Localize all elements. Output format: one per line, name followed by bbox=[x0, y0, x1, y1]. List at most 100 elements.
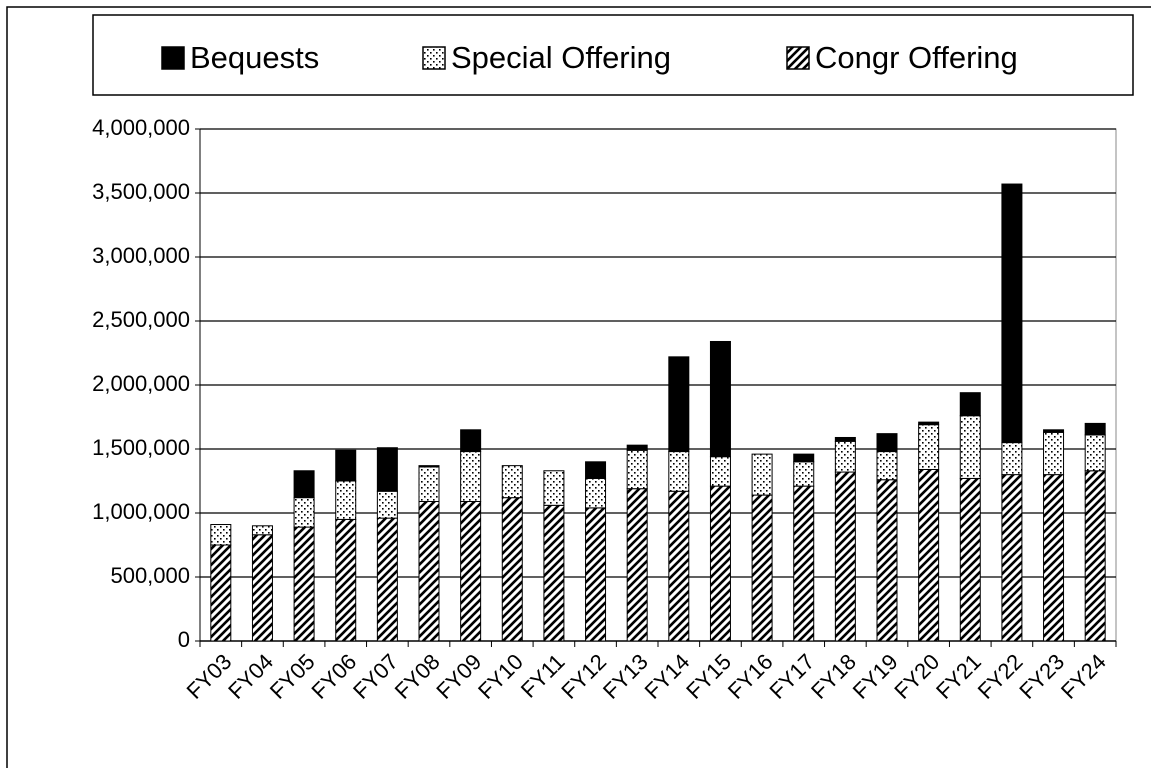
bar-segment bbox=[543, 470, 565, 506]
x-tick-label: FY03 bbox=[182, 649, 237, 704]
bar-segment bbox=[251, 534, 273, 642]
bar-segment bbox=[210, 544, 232, 642]
x-tick-label: FY04 bbox=[223, 649, 278, 704]
bar-segment bbox=[1001, 474, 1023, 642]
bar-segment bbox=[1001, 442, 1023, 476]
x-tick-label: FY08 bbox=[390, 649, 445, 704]
x-tick-label: FY15 bbox=[681, 649, 736, 704]
x-tick-label: FY05 bbox=[265, 649, 320, 704]
legend-swatch bbox=[422, 46, 446, 70]
bar-segment bbox=[834, 440, 856, 473]
x-tick-label: FY19 bbox=[848, 649, 903, 704]
bar-segment bbox=[210, 524, 232, 546]
y-tick-label: 1,000,000 bbox=[92, 499, 190, 524]
bar-segment bbox=[668, 490, 690, 642]
x-tick-label: FY24 bbox=[1056, 649, 1111, 704]
y-tick-label: 4,000,000 bbox=[92, 115, 190, 140]
bar-segment bbox=[1043, 474, 1065, 642]
x-tick-label: FY20 bbox=[889, 649, 944, 704]
bar-segment bbox=[460, 451, 482, 502]
bar-segment bbox=[668, 356, 690, 453]
bar-segment bbox=[918, 468, 940, 642]
bar-segment bbox=[460, 500, 482, 642]
x-tick-label: FY13 bbox=[598, 649, 653, 704]
frame bbox=[6, 6, 1151, 768]
y-tick-label: 2,500,000 bbox=[92, 307, 190, 332]
x-tick-label: FY23 bbox=[1014, 649, 1069, 704]
bar-segment bbox=[251, 525, 273, 536]
bar-segment bbox=[959, 392, 981, 417]
bar-segment bbox=[626, 488, 648, 642]
bar-segment bbox=[1084, 434, 1106, 472]
x-tick-label: FY17 bbox=[765, 649, 820, 704]
legend-swatch bbox=[786, 46, 810, 70]
bar-segment bbox=[335, 518, 357, 642]
bar-segment bbox=[626, 449, 648, 490]
bar-segment bbox=[918, 421, 940, 426]
bar-segment bbox=[335, 480, 357, 520]
bar-segment bbox=[709, 340, 731, 458]
bar-segment bbox=[376, 447, 398, 492]
x-tick-label: FY14 bbox=[640, 649, 695, 704]
y-tick-label: 3,000,000 bbox=[92, 243, 190, 268]
bar-segment bbox=[959, 415, 981, 479]
bar-segment bbox=[1043, 429, 1065, 433]
bar-segment bbox=[418, 500, 440, 642]
bar-segment bbox=[376, 517, 398, 642]
bar-segment bbox=[1084, 470, 1106, 642]
bar-segment bbox=[876, 451, 898, 481]
bar-segment bbox=[959, 477, 981, 642]
bar-segment bbox=[501, 465, 523, 499]
bar-segment bbox=[501, 497, 523, 642]
legend-label: Bequests bbox=[190, 40, 319, 75]
bar-segment bbox=[418, 466, 440, 502]
bar-segment bbox=[1043, 431, 1065, 476]
x-tick-label: FY10 bbox=[473, 649, 528, 704]
bar-segment bbox=[751, 494, 773, 642]
y-tick-label: 1,500,000 bbox=[92, 435, 190, 460]
bar-segment bbox=[1084, 422, 1106, 436]
bar-segment bbox=[793, 485, 815, 642]
x-tick-label: FY11 bbox=[516, 649, 570, 703]
bar-segment bbox=[335, 449, 357, 482]
bar-segment bbox=[709, 485, 731, 642]
bar-segment bbox=[293, 526, 315, 642]
x-tick-label: FY22 bbox=[973, 649, 1028, 704]
x-tick-label: FY09 bbox=[431, 649, 486, 704]
legend-box bbox=[92, 14, 1134, 96]
bar-segment bbox=[585, 507, 607, 642]
bar-segment bbox=[293, 470, 315, 499]
bar-segment bbox=[793, 461, 815, 487]
bar-segment bbox=[668, 451, 690, 492]
x-tick-label: FY21 bbox=[931, 649, 986, 704]
bar-segment bbox=[293, 497, 315, 528]
bar-segment bbox=[751, 453, 773, 496]
bar-segment bbox=[543, 504, 565, 642]
x-tick-label: FY16 bbox=[723, 649, 778, 704]
y-tick-label: 3,500,000 bbox=[92, 179, 190, 204]
bar-segment bbox=[585, 461, 607, 479]
bar-segment bbox=[876, 479, 898, 642]
x-tick-label: FY07 bbox=[348, 649, 403, 704]
y-tick-label: 0 bbox=[178, 627, 190, 652]
bar-segment bbox=[876, 433, 898, 453]
bar-segment bbox=[834, 471, 856, 642]
bar-segment bbox=[626, 444, 648, 451]
bar-segment bbox=[834, 436, 856, 442]
legend-label: Congr Offering bbox=[815, 40, 1018, 75]
bar-segment bbox=[418, 465, 440, 468]
x-tick-label: FY06 bbox=[307, 649, 362, 704]
bar-segment bbox=[793, 453, 815, 463]
bar-segment bbox=[460, 429, 482, 453]
y-tick-label: 2,000,000 bbox=[92, 371, 190, 396]
x-tick-label: FY18 bbox=[806, 649, 861, 704]
legend-label: Special Offering bbox=[451, 40, 671, 75]
bar-segment bbox=[709, 456, 731, 487]
x-tick-label: FY12 bbox=[556, 649, 611, 704]
bar-segment bbox=[585, 477, 607, 509]
legend-swatch bbox=[161, 46, 185, 70]
bar-segment bbox=[918, 424, 940, 470]
y-tick-label: 500,000 bbox=[110, 563, 190, 588]
bar-segment bbox=[376, 490, 398, 519]
